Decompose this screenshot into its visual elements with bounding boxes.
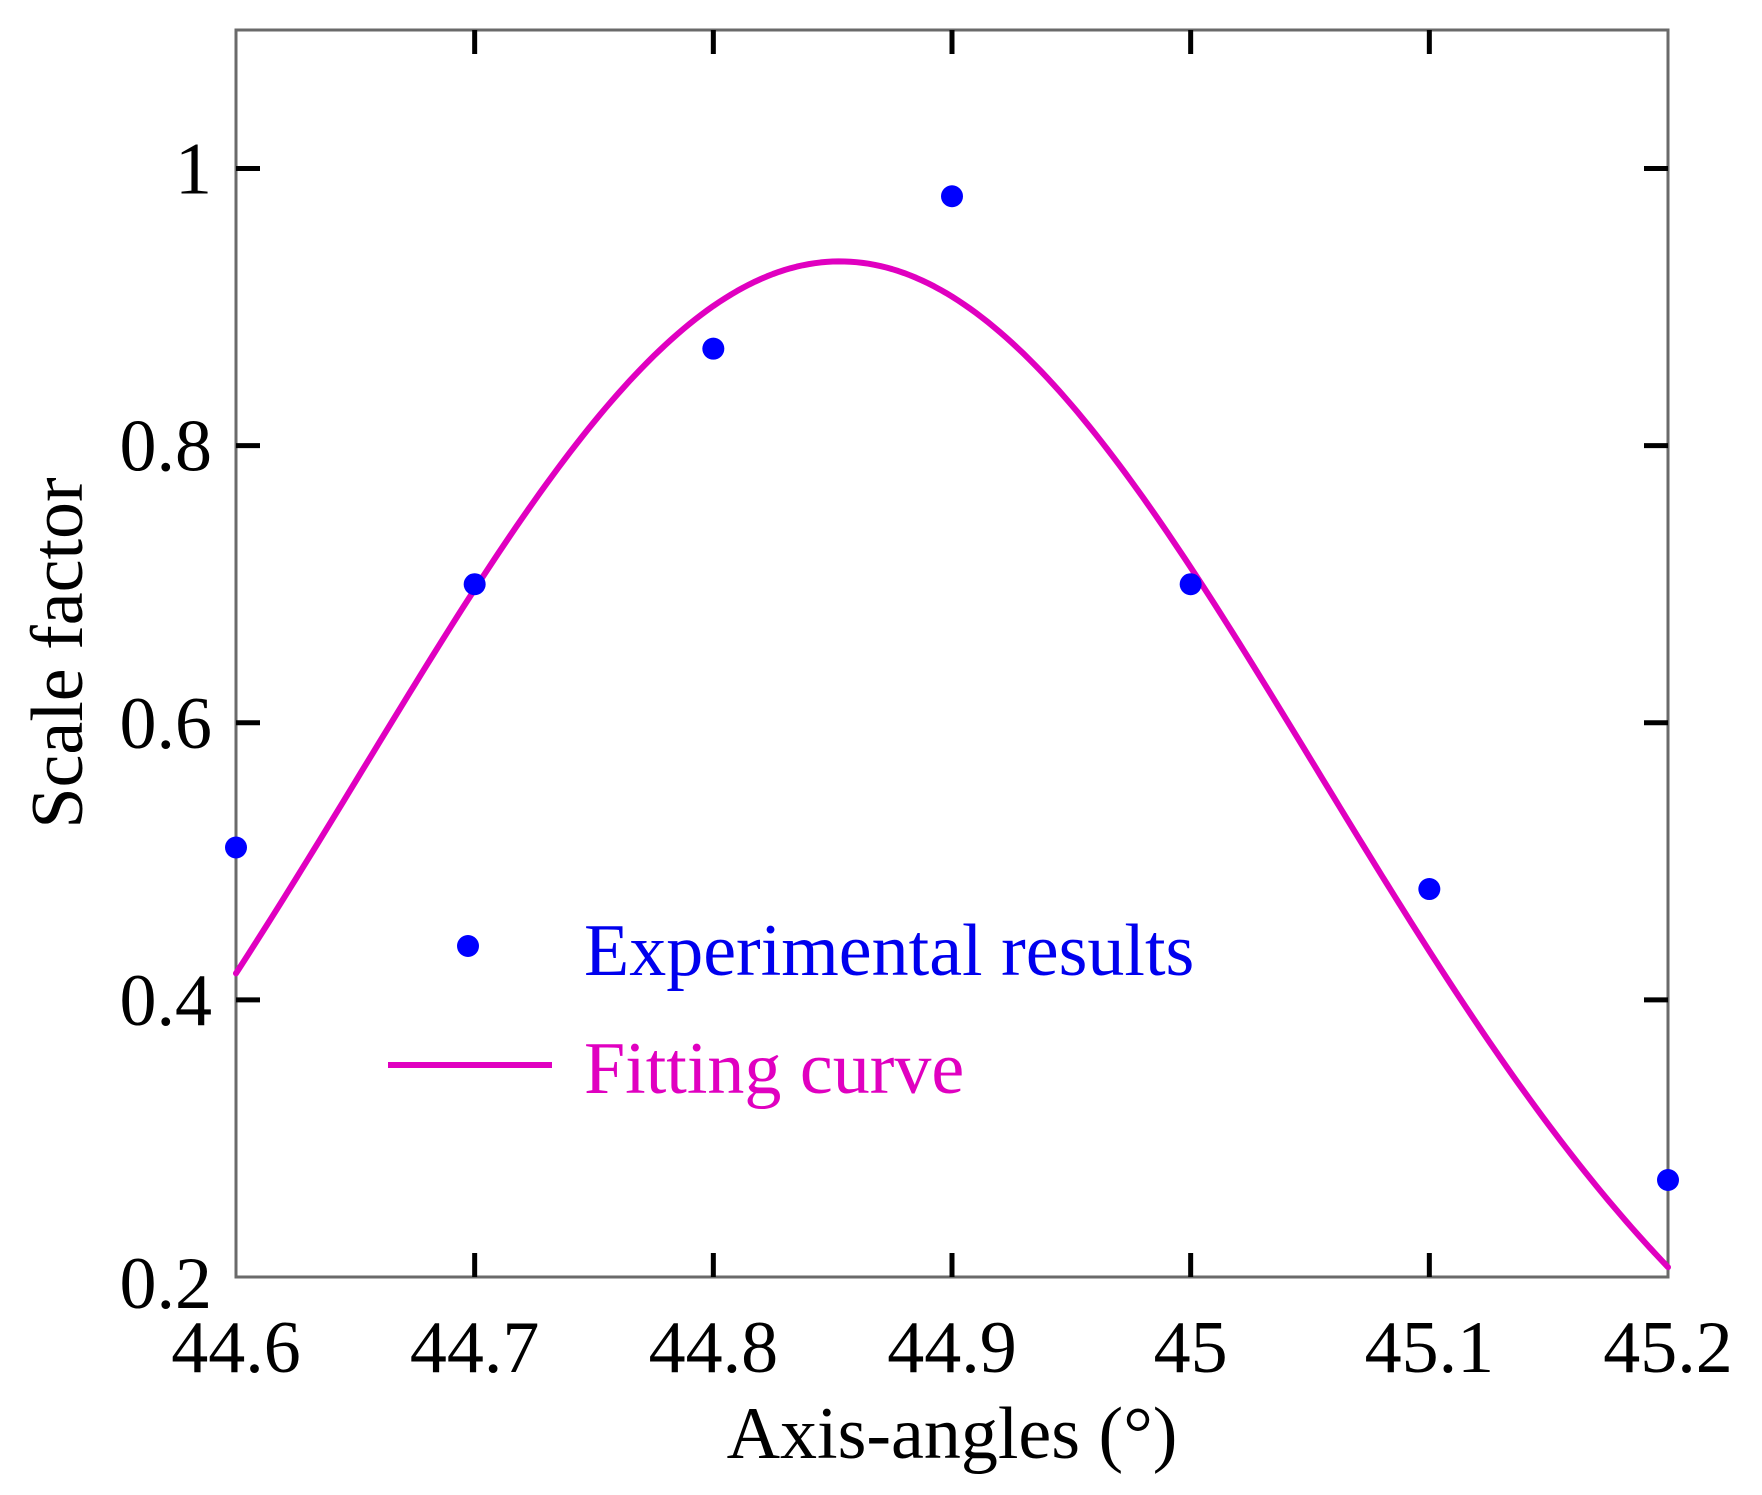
y-axis-label: Scale factor bbox=[17, 477, 99, 828]
legend-label-fitting: Fitting curve bbox=[584, 1028, 964, 1110]
fitting-curve-layer bbox=[233, 258, 1671, 1271]
experimental-point bbox=[1418, 878, 1441, 901]
y-tick-label: 0.2 bbox=[120, 1243, 213, 1325]
experimental-point bbox=[941, 185, 963, 208]
x-axis-label: Axis-angles (°) bbox=[727, 1393, 1178, 1475]
x-tick-label: 44.6 bbox=[171, 1307, 301, 1389]
y-tick-label: 1 bbox=[175, 129, 212, 211]
x-tick-label: 45.2 bbox=[1603, 1307, 1733, 1389]
y-tick-label: 0.4 bbox=[120, 960, 213, 1042]
legend-label-experimental: Experimental results bbox=[584, 910, 1194, 992]
tick-labels: 44.6 44.7 44.8 44.9 45 45.1 45.2 0.2 0.4 0.6 0.8 1 bbox=[120, 129, 1733, 1389]
y-tick-label: 0.8 bbox=[120, 406, 213, 488]
x-tick-label: 45 bbox=[1154, 1307, 1228, 1389]
experimental-points-layer bbox=[225, 185, 1679, 1192]
experimental-point bbox=[702, 337, 725, 360]
x-tick-label: 44.7 bbox=[410, 1307, 540, 1389]
ticks bbox=[236, 30, 1668, 1277]
experimental-point bbox=[1179, 573, 1202, 596]
x-tick-label: 44.8 bbox=[649, 1307, 779, 1389]
experimental-point bbox=[463, 573, 486, 596]
legend: Experimental results Fitting curve bbox=[388, 910, 1194, 1110]
fitting-curve bbox=[233, 258, 1671, 1271]
x-tick-label: 45.1 bbox=[1365, 1307, 1495, 1389]
legend-marker-experimental bbox=[457, 935, 479, 957]
experimental-point bbox=[225, 836, 247, 859]
experimental-point bbox=[1657, 1169, 1679, 1192]
x-tick-label: 44.9 bbox=[887, 1307, 1017, 1389]
y-tick-label: 0.6 bbox=[120, 683, 213, 765]
